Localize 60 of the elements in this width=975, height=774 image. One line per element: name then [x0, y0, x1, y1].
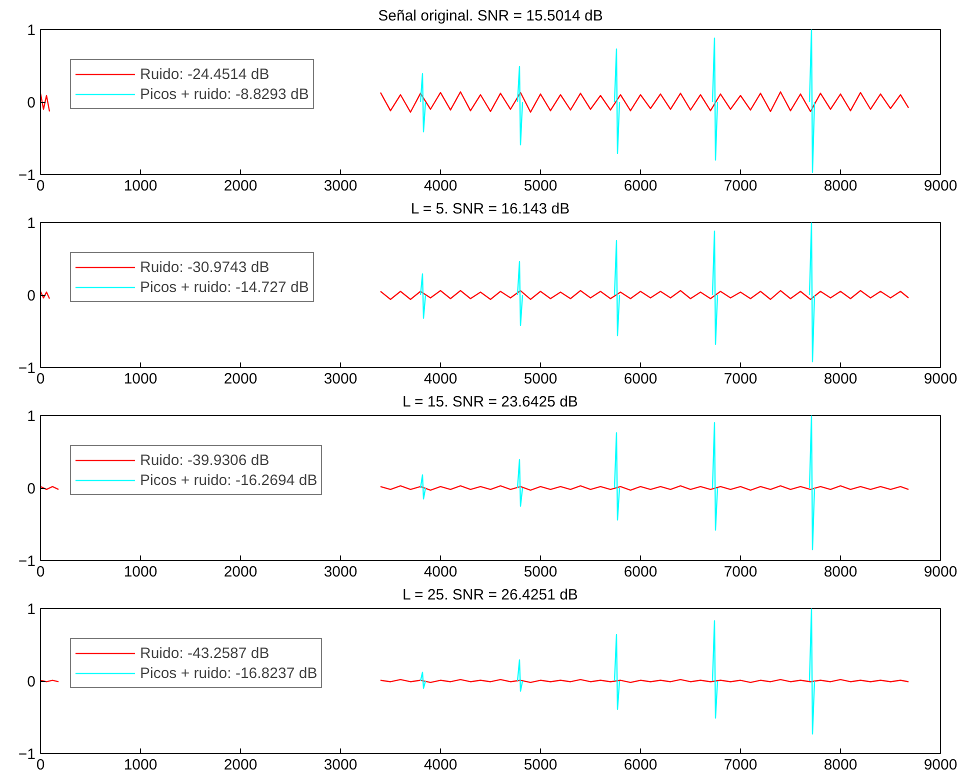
chart-title: L = 15. SNR = 23.6425 dB [402, 394, 578, 410]
legend-label: Picos + ruido: -14.727 dB [140, 278, 309, 296]
x-tick-label: 1000 [124, 756, 158, 774]
y-tick-label: −1 [18, 746, 36, 763]
x-tick-label: 4000 [424, 756, 458, 774]
chart-title: Señal original. SNR = 15.5014 dB [378, 8, 603, 24]
x-tick-label: 7000 [724, 564, 758, 580]
y-tick-label: 1 [27, 601, 36, 618]
chart-title: L = 5. SNR = 16.143 dB [410, 200, 570, 218]
x-tick-label: 9000 [924, 564, 958, 580]
legend-label: Ruido: -24.4514 dB [140, 66, 270, 82]
x-tick-label: 8000 [824, 564, 858, 580]
y-tick-label: −1 [18, 167, 36, 184]
x-tick-label: 6000 [624, 370, 658, 388]
x-tick-label: 3000 [324, 564, 358, 580]
x-tick-label: 3000 [324, 370, 358, 388]
x-tick-label: 2000 [224, 178, 258, 194]
x-tick-label: 2000 [224, 564, 258, 580]
legend-label: Picos + ruido: -16.8237 dB [140, 664, 318, 682]
legend-label: Ruido: -30.9743 dB [140, 258, 270, 276]
y-tick-label: −1 [18, 360, 36, 377]
x-tick-label: 7000 [724, 370, 758, 388]
x-tick-label: 5000 [524, 178, 558, 194]
y-tick-label: 0 [27, 94, 36, 112]
x-tick-label: 1000 [124, 178, 158, 194]
x-tick-label: 7000 [724, 756, 758, 774]
x-tick-label: 4000 [424, 564, 458, 580]
y-tick-label: 0 [27, 674, 36, 690]
y-tick-label: −1 [18, 553, 36, 570]
x-tick-label: 7000 [724, 178, 758, 194]
x-tick-label: 6000 [624, 564, 658, 580]
x-tick-label: 1000 [124, 370, 158, 388]
y-tick-label: 1 [27, 215, 36, 232]
x-tick-label: 4000 [424, 178, 458, 194]
x-tick-label: 4000 [424, 370, 458, 388]
x-tick-label: 9000 [924, 756, 958, 774]
x-tick-label: 9000 [924, 178, 958, 194]
x-tick-label: 8000 [824, 178, 858, 194]
x-tick-label: 5000 [524, 370, 558, 388]
x-tick-label: 1000 [124, 564, 158, 580]
y-tick-label: 0 [27, 480, 36, 498]
legend-label: Picos + ruido: -8.8293 dB [140, 86, 309, 102]
x-tick-label: 6000 [624, 178, 658, 194]
x-tick-label: 3000 [324, 756, 358, 774]
y-tick-label: 1 [27, 22, 36, 39]
x-tick-label: 8000 [824, 370, 858, 388]
chart-title: L = 25. SNR = 26.4251 dB [402, 586, 578, 604]
y-tick-label: 1 [27, 408, 36, 425]
legend-label: Picos + ruido: -16.2694 dB [140, 472, 318, 488]
x-tick-label: 5000 [524, 756, 558, 774]
x-tick-label: 5000 [524, 564, 558, 580]
x-tick-label: 2000 [224, 370, 258, 388]
legend-label: Ruido: -43.2587 dB [140, 644, 270, 662]
x-tick-label: 2000 [224, 756, 258, 774]
x-tick-label: 8000 [824, 756, 858, 774]
x-tick-label: 9000 [924, 370, 958, 388]
x-tick-label: 6000 [624, 756, 658, 774]
legend-label: Ruido: -39.9306 dB [140, 452, 270, 468]
x-tick-label: 3000 [324, 178, 358, 194]
y-tick-label: 0 [27, 288, 36, 304]
